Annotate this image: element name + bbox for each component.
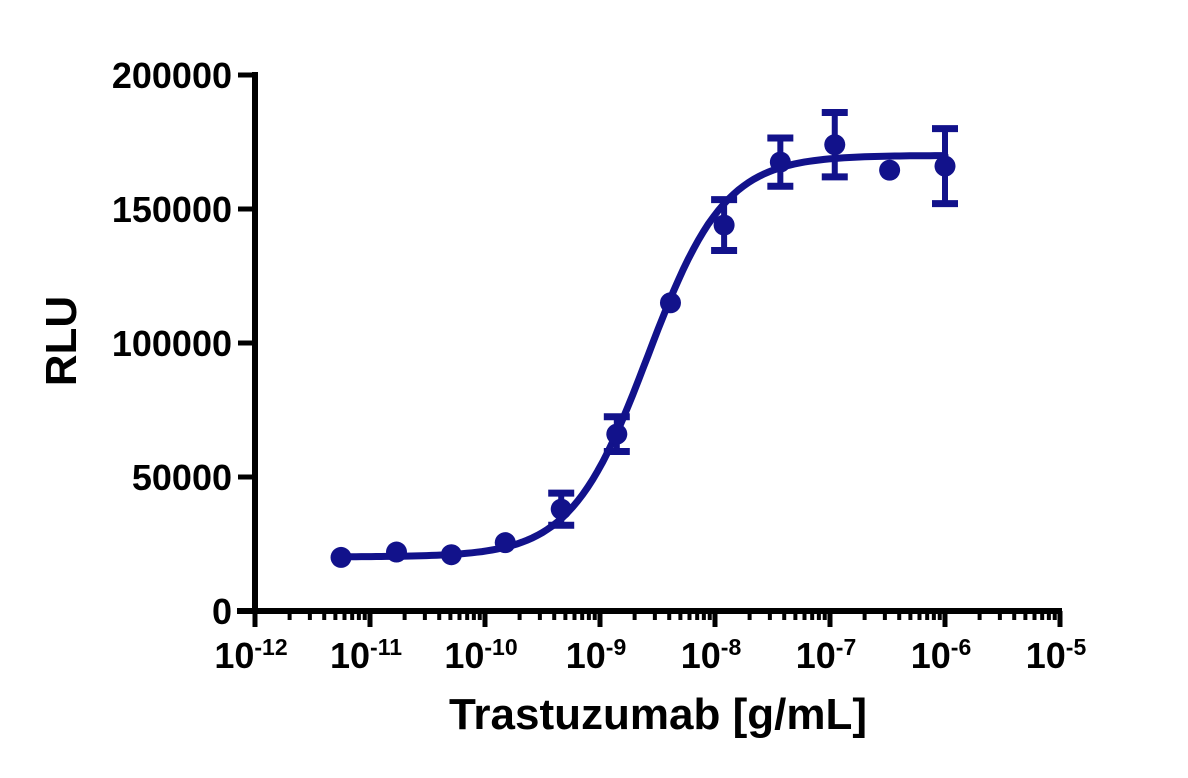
x-tick-label: 10-9	[566, 634, 627, 676]
y-axis-title: RLU	[37, 295, 86, 387]
x-tick-label: 10-5	[1026, 634, 1087, 676]
data-point-marker	[494, 532, 516, 554]
data-point-marker	[659, 292, 681, 314]
data-point-marker	[934, 155, 956, 177]
data-point-marker	[440, 544, 462, 566]
x-tick-label: 10-11	[330, 634, 402, 676]
data-point-marker	[330, 546, 352, 568]
x-axis-title: Trastuzumab [g/mL]	[448, 690, 868, 739]
y-tick-label: 100000	[112, 323, 232, 364]
data-point-marker	[550, 498, 572, 520]
x-tick-label: 10-6	[911, 634, 972, 676]
y-tick-label: 200000	[112, 55, 232, 96]
fit-curve-path	[337, 152, 949, 561]
x-tick-label: 10-7	[796, 634, 857, 676]
x-tick-label: 10-10	[444, 634, 517, 676]
y-tick-label: 50000	[132, 457, 232, 498]
data-point-marker	[386, 541, 408, 563]
data-point-marker	[606, 423, 628, 445]
data-point-marker	[769, 151, 791, 173]
data-point-marker	[879, 159, 901, 181]
x-tick-label: 10-12	[214, 634, 287, 676]
y-tick-label: 150000	[112, 189, 232, 230]
data-point-marker	[824, 134, 846, 156]
data-point-marker	[713, 214, 735, 236]
x-tick-label: 10-8	[681, 634, 742, 676]
y-tick-label: 0	[212, 591, 232, 632]
